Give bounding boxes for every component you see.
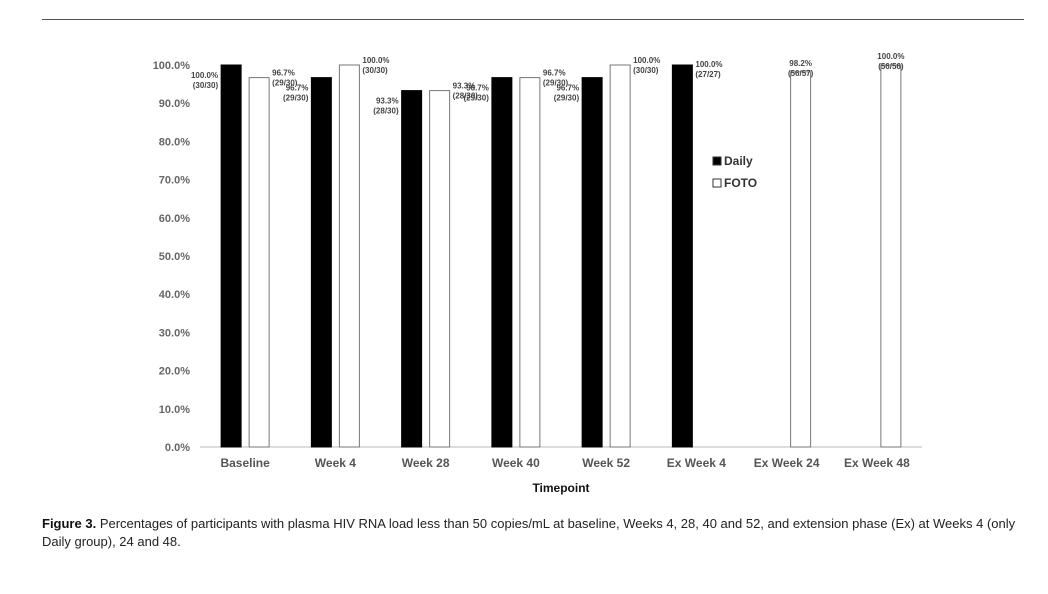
data-label: 100.0% (30/30) xyxy=(362,56,389,75)
data-label-line: 96.7% xyxy=(272,69,295,78)
data-label-line: (29/30) xyxy=(283,94,309,103)
bar-foto xyxy=(790,71,812,448)
x-tick-label: Ex Week 4 xyxy=(667,456,726,470)
bar-daily xyxy=(401,90,423,448)
legend-swatch-daily xyxy=(712,156,722,166)
data-label-line: 96.7% xyxy=(543,69,566,78)
data-label-line: 96.7% xyxy=(466,84,489,93)
y-tick-label: 10.0% xyxy=(159,404,190,416)
bar-chart: 0.0% 10.0% 20.0% 30.0% 40.0% 50.0% 60.0% 70.0% 8… xyxy=(153,52,922,495)
data-label: 100.0% (30/30) xyxy=(633,56,660,75)
bar-foto xyxy=(609,64,631,448)
data-label-line: (56/56) xyxy=(878,62,904,71)
bar-foto xyxy=(429,90,451,448)
data-label-line: (28/30) xyxy=(373,107,399,116)
x-tick-label: Ex Week 48 xyxy=(844,456,910,470)
x-tick-label: Week 40 xyxy=(492,456,540,470)
y-tick-label: 0.0% xyxy=(165,442,190,454)
bar-foto xyxy=(248,77,270,448)
data-label: 100.0% (27/27) xyxy=(695,60,722,79)
bar-daily xyxy=(220,64,242,448)
y-tick-label: 50.0% xyxy=(159,251,190,263)
data-label-line: (29/30) xyxy=(554,94,580,103)
data-label-line: (30/30) xyxy=(633,66,659,75)
data-label: 96.7% (29/30) xyxy=(554,84,580,103)
data-label: 93.3% (28/30) xyxy=(373,97,399,116)
y-tick-label: 90.0% xyxy=(159,98,190,110)
data-label: 93.3% (28/30) xyxy=(453,82,479,101)
data-label-line: (29/30) xyxy=(543,79,569,88)
data-label-line: (27/27) xyxy=(695,70,721,79)
bar-foto xyxy=(519,77,541,448)
data-label-line: (29/30) xyxy=(464,94,490,103)
bar-foto xyxy=(338,64,360,448)
y-tick-label: 20.0% xyxy=(159,366,190,378)
legend-label-foto: FOTO xyxy=(724,176,757,190)
data-label-line: (56/57) xyxy=(788,69,814,78)
y-tick-label: 80.0% xyxy=(159,136,190,148)
x-tick-label: Ex Week 24 xyxy=(754,456,820,470)
data-label-line: 100.0% xyxy=(633,56,660,65)
y-tick-label: 40.0% xyxy=(159,289,190,301)
bar-daily xyxy=(671,64,693,448)
bar-daily xyxy=(581,77,603,448)
data-label: 96.7% (29/30) xyxy=(543,69,569,88)
legend-swatch-foto xyxy=(712,178,722,188)
data-label-line: (30/30) xyxy=(193,81,219,90)
data-label-line: 93.3% xyxy=(453,82,476,91)
data-label: 98.2% (56/57) xyxy=(788,59,814,78)
data-label-line: (29/30) xyxy=(272,79,298,88)
x-tick-label: Week 52 xyxy=(582,456,630,470)
data-label: 96.7% (29/30) xyxy=(283,84,309,103)
x-tick-label: Week 28 xyxy=(402,456,450,470)
x-axis-title: Timepoint xyxy=(532,481,589,495)
y-tick-label: 70.0% xyxy=(159,175,190,187)
data-label-line: 96.7% xyxy=(286,84,309,93)
figure-label: Figure 3. xyxy=(42,516,97,531)
bar-foto xyxy=(880,64,902,448)
bar-daily xyxy=(491,77,513,448)
data-label-line: 98.2% xyxy=(789,59,812,68)
data-label: 100.0% (56/56) xyxy=(877,52,904,71)
figure-caption-text: Percentages of participants with plasma … xyxy=(42,516,1016,549)
y-tick-label: 30.0% xyxy=(159,327,190,339)
data-label-line: 100.0% xyxy=(191,71,218,80)
data-label-line: 96.7% xyxy=(556,84,579,93)
data-label: 96.7% (29/30) xyxy=(464,84,490,103)
bar-daily xyxy=(310,77,332,448)
data-label-line: 100.0% xyxy=(877,52,904,61)
top-rule xyxy=(42,19,1024,20)
data-label-line: 100.0% xyxy=(695,60,722,69)
data-label-line: 93.3% xyxy=(376,97,399,106)
figure-caption: Figure 3. Percentages of participants wi… xyxy=(42,515,1027,551)
y-tick-label: 100.0% xyxy=(153,60,191,72)
data-label: 100.0% (30/30) xyxy=(191,71,218,90)
legend-label-daily: Daily xyxy=(724,154,753,168)
data-label-line: 100.0% xyxy=(362,56,389,65)
y-tick-label: 60.0% xyxy=(159,213,190,225)
x-tick-label: Week 4 xyxy=(315,456,356,470)
data-label: 96.7% (29/30) xyxy=(272,69,298,88)
x-tick-label: Baseline xyxy=(220,456,270,470)
data-label-line: (28/30) xyxy=(453,92,479,101)
data-label-line: (30/30) xyxy=(362,66,388,75)
